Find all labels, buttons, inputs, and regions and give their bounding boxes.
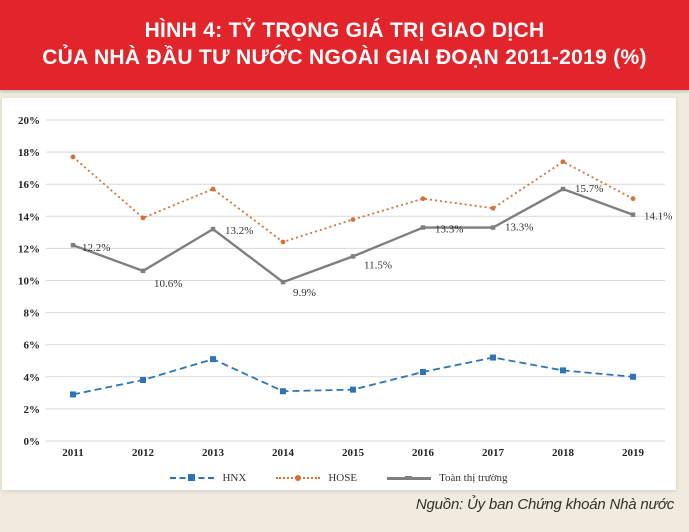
x-tick-label: 2012 — [132, 447, 155, 459]
data-point-label: 15.7% — [575, 183, 603, 195]
data-point-label: 13.3% — [435, 224, 463, 236]
legend-item-hose: HOSE — [276, 472, 357, 484]
data-point-label: 13.2% — [225, 225, 253, 237]
legend-item-hnx: HNX — [170, 472, 246, 484]
figure-title-line2: CỦA NHÀ ĐẦU TƯ NƯỚC NGOÀI GIAI ĐOẠN 2011… — [42, 46, 647, 69]
x-axis-labels: 2011 2012 2013 2014 2015 2016 2017 2018 2019 — [62, 447, 644, 459]
data-point — [560, 186, 566, 192]
legend-label: HOSE — [328, 472, 358, 484]
legend-label: HNX — [222, 472, 247, 484]
data-point — [490, 225, 496, 230]
y-tick-label: 14% — [18, 211, 40, 223]
figure-title-line1: HÌNH 4: TỶ TRỌNG GIÁ TRỊ GIAO DỊCH — [144, 19, 545, 42]
gridlines: 0% 2% 4% 6% 8% 10% 12% 14% 16% 18% 20% — [18, 115, 665, 448]
legend-item-toàn-thị-trường: Toàn thị trường — [387, 472, 508, 484]
legend-marker-icon — [295, 475, 302, 481]
data-point — [420, 225, 426, 230]
x-tick-label: 2017 — [482, 447, 505, 459]
series-hnx — [70, 354, 636, 398]
figure-header: HÌNH 4: TỶ TRỌNG GIÁ TRỊ GIAO DỊCH CỦA N… — [0, 0, 689, 90]
data-point — [140, 377, 146, 384]
x-tick-label: 2014 — [272, 447, 295, 459]
x-tick-label: 2016 — [412, 447, 435, 459]
data-point — [630, 373, 636, 380]
data-point-label: 10.6% — [154, 278, 182, 290]
data-point — [420, 368, 426, 375]
source-note: Nguồn: Ủy ban Chứng khoán Nhà nước — [415, 496, 674, 513]
legend-marker-icon — [188, 474, 196, 481]
y-tick-label: 12% — [18, 243, 40, 255]
chart-panel: 0% 2% 4% 6% 8% 10% 12% 14% 16% 18% 20% 2011 2012 2013… — [2, 98, 676, 490]
legend-label: Toàn thị trường — [439, 472, 508, 484]
y-tick-label: 20% — [18, 115, 40, 127]
data-point — [350, 254, 356, 259]
y-tick-label: 2% — [24, 404, 41, 416]
data-point — [210, 186, 216, 192]
data-point — [70, 242, 76, 248]
data-point — [560, 367, 566, 374]
chart-legend: HNX HOSE Toàn thị trường — [2, 472, 676, 484]
data-point-label: 9.9% — [293, 287, 316, 299]
legend-marker-icon — [405, 476, 413, 480]
y-tick-label: 8% — [24, 308, 41, 320]
data-point — [560, 159, 566, 165]
data-point — [490, 205, 496, 211]
data-point-label: 14.1% — [644, 211, 672, 223]
data-point — [490, 354, 496, 361]
data-point-label: 13.3% — [505, 222, 533, 234]
data-point — [140, 215, 146, 221]
x-tick-label: 2013 — [202, 447, 225, 459]
data-point — [210, 356, 216, 363]
data-point — [70, 154, 76, 160]
data-point — [280, 239, 286, 245]
data-point — [280, 388, 286, 395]
legend-line-sample — [276, 475, 321, 481]
data-point — [350, 217, 356, 222]
data-point — [420, 196, 426, 202]
y-tick-label: 16% — [18, 179, 40, 191]
legend-line-sample — [387, 476, 432, 480]
data-point — [630, 212, 636, 217]
y-tick-label: 0% — [24, 436, 41, 448]
data-point-label: 11.5% — [364, 259, 392, 271]
legend-line-sample — [170, 474, 215, 481]
x-tick-label: 2019 — [622, 447, 645, 459]
series-hose — [70, 154, 636, 245]
line-chart: 0% 2% 4% 6% 8% 10% 12% 14% 16% 18% 20% 2011 2012 2013… — [18, 115, 672, 459]
data-point — [210, 226, 216, 232]
x-tick-label: 2011 — [62, 447, 83, 459]
y-tick-label: 18% — [18, 147, 40, 159]
data-point-label: 12.2% — [82, 242, 110, 254]
data-point — [140, 268, 146, 274]
data-point — [350, 386, 356, 393]
data-point — [630, 196, 636, 202]
x-tick-label: 2018 — [552, 447, 575, 459]
x-tick-label: 2015 — [342, 447, 365, 459]
data-point — [70, 391, 76, 398]
series-toàn-thị-trường: 12.2% 10.6% 13.2% 9.9% 11.5% 13.3% 13.3% 15.7% 1… — [70, 183, 672, 299]
y-tick-label: 4% — [24, 372, 41, 384]
y-tick-label: 6% — [24, 340, 41, 352]
data-point — [280, 279, 286, 285]
y-tick-label: 10% — [18, 276, 40, 288]
